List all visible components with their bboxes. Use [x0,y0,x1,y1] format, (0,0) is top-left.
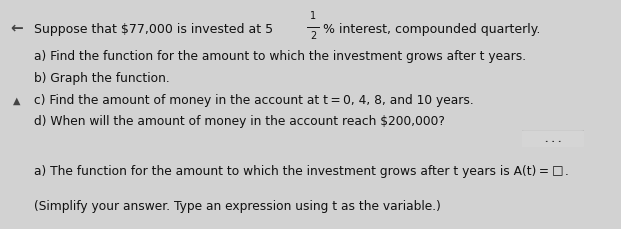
Text: ▲: ▲ [13,96,21,106]
Text: d) When will the amount of money in the account reach $200,000?: d) When will the amount of money in the … [34,115,445,128]
Text: ←: ← [11,20,24,35]
Text: .: . [565,164,569,177]
Text: % interest, compounded quarterly.: % interest, compounded quarterly. [324,23,541,35]
Text: (Simplify your answer. Type an expression using t as the variable.): (Simplify your answer. Type an expressio… [34,199,441,212]
Text: a) Find the function for the amount to which the investment grows after t years.: a) Find the function for the amount to w… [34,50,526,63]
FancyBboxPatch shape [520,130,586,148]
Text: 1: 1 [310,11,316,21]
Text: □: □ [552,164,564,177]
Text: a) The function for the amount to which the investment grows after t years is A(: a) The function for the amount to which … [34,164,551,177]
Text: Suppose that $77,000 is invested at 5: Suppose that $77,000 is invested at 5 [34,23,273,35]
Text: 2: 2 [310,30,316,41]
Text: b) Graph the function.: b) Graph the function. [34,71,170,84]
Text: . . .: . . . [545,135,561,144]
Text: c) Find the amount of money in the account at t = 0, 4, 8, and 10 years.: c) Find the amount of money in the accou… [34,93,474,106]
